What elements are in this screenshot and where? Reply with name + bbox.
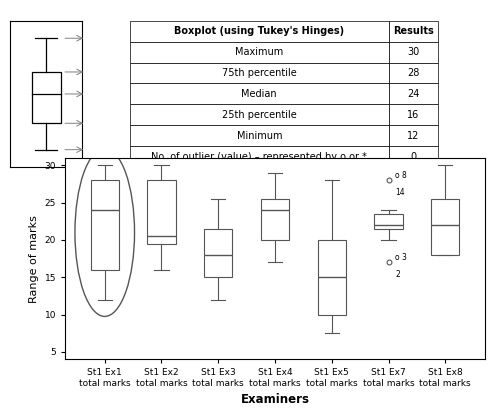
Text: o 3: o 3: [396, 253, 407, 261]
Text: o 8: o 8: [396, 171, 407, 180]
PathPatch shape: [261, 199, 289, 240]
PathPatch shape: [90, 180, 119, 270]
PathPatch shape: [431, 199, 460, 255]
X-axis label: Examiners: Examiners: [240, 393, 310, 406]
PathPatch shape: [148, 180, 176, 244]
PathPatch shape: [318, 240, 346, 315]
Text: 14: 14: [396, 188, 405, 197]
PathPatch shape: [204, 229, 233, 277]
Text: 2: 2: [396, 270, 400, 279]
Y-axis label: Range of marks: Range of marks: [29, 215, 39, 303]
Bar: [32, 72, 60, 123]
PathPatch shape: [374, 214, 402, 229]
